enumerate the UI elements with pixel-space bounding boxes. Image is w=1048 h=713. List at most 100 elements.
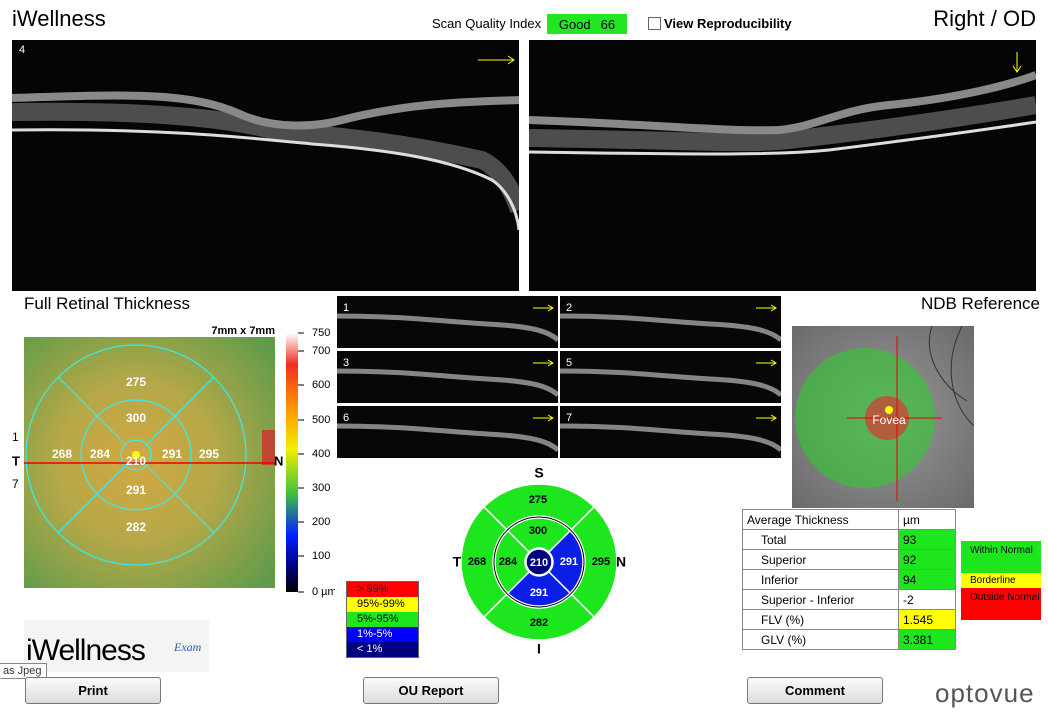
- direction-label: I: [537, 641, 541, 657]
- tooltip: as Jpeg: [0, 663, 47, 679]
- map-side-label: 1: [12, 430, 19, 444]
- scale-label: 500: [312, 414, 330, 426]
- table-row: GLV (%) 3.381: [742, 629, 956, 650]
- bscan-label: 4: [19, 44, 25, 56]
- thumbnail-retina: [560, 423, 781, 452]
- percentile-entry: > 99%: [347, 582, 418, 597]
- scan-quality-value: 66: [600, 16, 616, 32]
- map-value: 284: [90, 447, 110, 461]
- thickness-map: 7mm x 7mm 1 T 7 N 275 300 268 284 210 29…: [12, 325, 335, 598]
- percentile-legend: > 99% 95%-99% 5%-95% 1%-5% < 1%: [346, 581, 419, 658]
- label-cell: Inferior: [742, 569, 899, 590]
- map-divider: [57, 376, 126, 445]
- thumbnail: 6: [337, 406, 558, 458]
- sector-value: 295: [592, 556, 610, 568]
- thickness-table: Average Thickness µm Total 93 Superior 92 Infe…: [742, 509, 956, 650]
- eye-label: Right / OD: [933, 6, 1036, 31]
- ndb-title: NDB Reference: [920, 294, 1040, 313]
- map-divider: [57, 465, 126, 534]
- scale-label: 0 µm: [312, 586, 335, 598]
- map-value: 300: [126, 411, 146, 425]
- thumbnail-arrow: [533, 304, 554, 312]
- sector-value: 282: [530, 617, 548, 629]
- thumbnail: 5: [560, 351, 781, 403]
- percentile-entry: 1%-5%: [347, 627, 418, 642]
- map-value: 282: [126, 520, 146, 534]
- label-cell: GLV (%): [742, 629, 899, 650]
- print-button[interactable]: Print: [25, 677, 161, 704]
- map-value: 295: [199, 447, 219, 461]
- scale-label: 200: [312, 516, 330, 528]
- scan-quality-label: Scan Quality Index: [432, 16, 542, 31]
- table-row: Superior 92: [742, 549, 956, 570]
- app-title: iWellness: [12, 6, 106, 31]
- thumbnail-arrow: [756, 359, 777, 367]
- sector-value: 291: [560, 556, 578, 568]
- table-row: FLV (%) 1.545: [742, 609, 956, 630]
- thumbnail: 2: [560, 296, 781, 348]
- table-row: Total 93: [742, 529, 956, 550]
- scan-quality-badge: Good 66: [547, 14, 627, 34]
- thumbnail-retina: [560, 368, 781, 397]
- value-cell: 1.545: [898, 609, 956, 630]
- scale-label: 400: [312, 448, 330, 460]
- direction-label: S: [534, 465, 543, 481]
- map-value: 291: [162, 447, 182, 461]
- sector-ring: [493, 516, 585, 608]
- direction-label: T: [453, 554, 462, 570]
- scale-label: 600: [312, 379, 330, 391]
- thumbnail-arrow: [533, 414, 554, 422]
- thumbnail-label: 6: [343, 412, 349, 424]
- reproducibility-checkbox[interactable]: [648, 17, 661, 30]
- sector-value: 210: [530, 557, 548, 569]
- status-legend: Within Normal Borderline Outside Normal: [961, 541, 1041, 620]
- map-ring: [80, 399, 192, 511]
- scale-label: 300: [312, 482, 330, 494]
- map-side-label: N: [274, 453, 283, 468]
- thumbnail-label: 5: [566, 357, 572, 369]
- thumbnail-grid: 1 2 3 5 6 7: [337, 296, 782, 459]
- thumbnail-image: 7: [560, 412, 781, 452]
- map-side-label: T: [12, 453, 20, 468]
- status-borderline: Borderline: [961, 573, 1041, 588]
- map-side-label: 7: [12, 477, 19, 491]
- sector-center: [525, 548, 553, 576]
- logo: iWellness Exam: [24, 620, 209, 672]
- thumbnail: 1: [337, 296, 558, 348]
- map-value: 291: [126, 483, 146, 497]
- sector: [547, 529, 584, 595]
- sector: [506, 570, 572, 607]
- map-ring: [120, 439, 152, 471]
- value-cell: 94: [898, 569, 956, 590]
- scale-label: 700: [312, 345, 330, 357]
- ou-report-button[interactable]: OU Report: [363, 677, 499, 704]
- thumbnail-retina: [560, 313, 781, 342]
- logo-name: iWellness: [26, 634, 146, 667]
- thumbnail-label: 3: [343, 357, 349, 369]
- thumbnail-retina: [337, 313, 558, 342]
- thumbnail-label: 7: [566, 412, 572, 424]
- fovea-label: Fovea: [872, 413, 906, 427]
- thumbnail-image: 2: [560, 302, 781, 342]
- label-cell: Superior - Inferior: [742, 589, 899, 610]
- value-cell: 3.381: [898, 629, 956, 650]
- thumbnail-arrow: [756, 414, 777, 422]
- sector-chart: S T N I 275 300 268 284 210 291 295 291 …: [453, 465, 626, 657]
- map-ring: [25, 344, 247, 566]
- scale-label: 750: [312, 327, 330, 339]
- sector: [494, 529, 531, 595]
- reproducibility-label[interactable]: View Reproducibility: [664, 16, 792, 31]
- percentile-entry: 95%-99%: [347, 597, 418, 612]
- label-cell: Total: [742, 529, 899, 550]
- thumbnail: 3: [337, 351, 558, 403]
- sector-value: 300: [529, 525, 547, 537]
- thumbnail-arrow: [533, 359, 554, 367]
- thumbnail: 7: [560, 406, 781, 458]
- comment-button[interactable]: Comment: [747, 677, 883, 704]
- table-row: Superior - Inferior -2: [742, 589, 956, 610]
- thickness-map-title: Full Retinal Thickness: [24, 294, 190, 313]
- table-header: Average Thickness µm: [742, 509, 956, 530]
- label-cell: FLV (%): [742, 609, 899, 630]
- thumbnail-label: 1: [343, 302, 349, 314]
